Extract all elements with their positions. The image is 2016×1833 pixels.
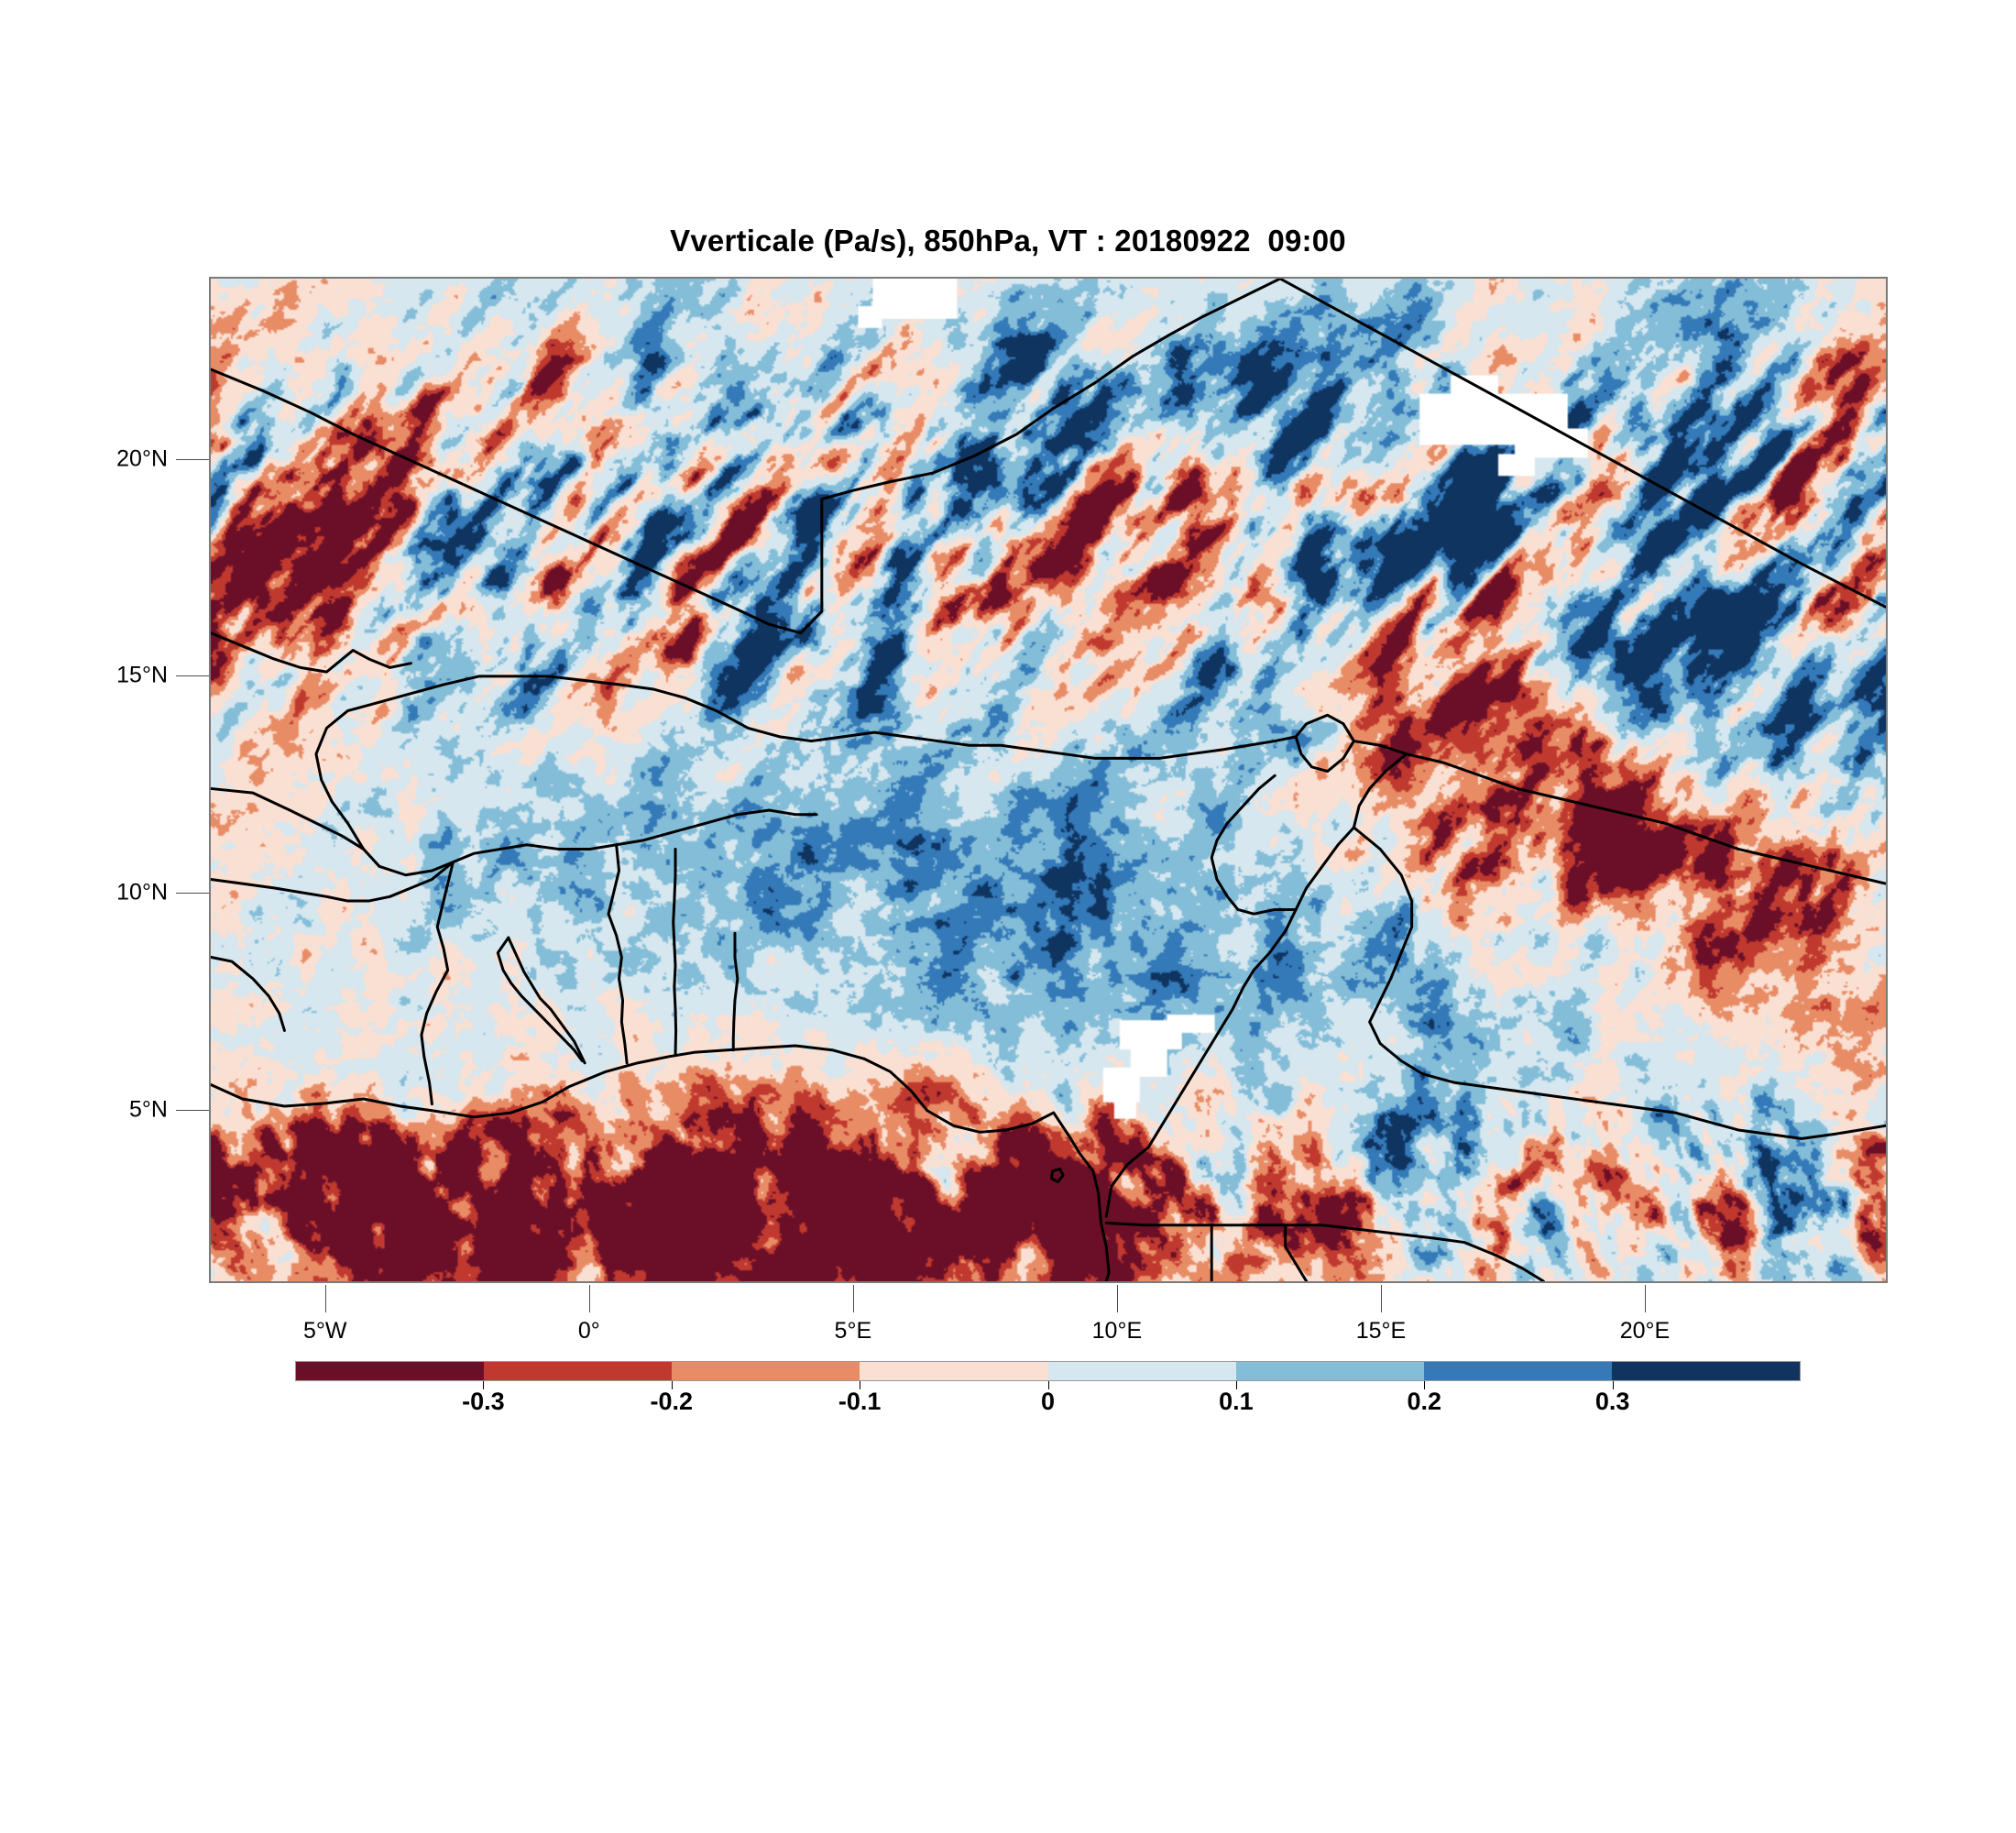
colorbar-tick-label: -0.3 <box>462 1388 505 1415</box>
colorbar-tick <box>1047 1381 1049 1389</box>
border-line <box>211 368 824 635</box>
longitude-tick <box>1380 1285 1382 1312</box>
country-borders-overlay <box>211 279 1886 1281</box>
border-line <box>1294 713 1355 774</box>
colorbar-tick <box>483 1381 485 1389</box>
border-line <box>1104 1221 1213 1227</box>
colorbar-tick-label: 0.3 <box>1594 1388 1630 1415</box>
border-line <box>211 786 818 877</box>
latitude-tick-label: 10°N <box>116 879 168 906</box>
longitude-tick-label: 0° <box>577 1318 600 1344</box>
border-line <box>1278 279 1886 609</box>
colorbar-segment--0.2--0.1 <box>672 1362 860 1380</box>
longitude-tick <box>852 1285 854 1312</box>
colorbar-segment-0-0.1 <box>1047 1362 1236 1380</box>
longitude-tick <box>324 1285 326 1312</box>
colorbar-segment-above-0.3 <box>1611 1362 1800 1380</box>
colorbar-segment--0.3--0.2 <box>484 1362 673 1380</box>
border-line <box>746 726 1298 760</box>
border-line <box>1104 740 1408 1218</box>
longitude-tick-label: 20°E <box>1619 1318 1671 1344</box>
border-line <box>1284 1224 1309 1281</box>
longitude-tick <box>588 1285 590 1312</box>
colorbar-tick-label: 0.2 <box>1407 1388 1442 1415</box>
border-line <box>211 631 412 674</box>
latitude-tick <box>176 1109 209 1111</box>
colorbar-tick-label: -0.1 <box>838 1388 882 1415</box>
latitude-tick-label: 15°N <box>116 662 168 688</box>
longitude-tick-label: 5°W <box>302 1318 347 1344</box>
latitude-tick <box>176 675 209 677</box>
colorbar-tick-label: -0.2 <box>650 1388 694 1415</box>
border-line <box>211 955 286 1032</box>
border-line <box>211 1044 1111 1281</box>
border-line <box>211 861 455 903</box>
colorbar-segment-0.1-0.2 <box>1235 1362 1424 1380</box>
border-line <box>1049 1167 1065 1184</box>
border-line <box>672 847 678 1056</box>
longitude-tick <box>1644 1285 1646 1312</box>
longitude-tick-label: 5°E <box>834 1318 872 1344</box>
border-line <box>314 675 750 851</box>
border-line <box>496 936 584 1062</box>
colorbar-tick <box>1235 1381 1237 1389</box>
latitude-tick <box>176 458 209 460</box>
longitude-tick-label: 10°E <box>1091 1318 1143 1344</box>
border-line <box>1352 826 1886 1140</box>
latitude-tick-label: 5°N <box>129 1096 168 1123</box>
latitude-tick-label: 20°N <box>116 445 168 472</box>
border-line <box>820 279 1282 500</box>
border-line <box>507 936 586 1065</box>
border-line <box>1210 774 1298 916</box>
longitude-tick-label: 15°E <box>1355 1318 1407 1344</box>
map-plot-area[interactable] <box>209 277 1888 1283</box>
latitude-tick <box>176 893 209 895</box>
colorbar-tick-label: 0.1 <box>1219 1388 1254 1415</box>
border-line <box>1405 752 1886 885</box>
border-line <box>731 931 740 1052</box>
border-line <box>607 843 629 1065</box>
page-title: Vverticale (Pa/s), 850hPa, VT : 20180922… <box>670 224 1346 258</box>
border-line <box>1210 1224 1545 1281</box>
colorbar-segment--0.1-0 <box>860 1362 1048 1380</box>
colorbar-tick <box>1424 1381 1426 1389</box>
colorbar-tick <box>671 1381 673 1389</box>
colorbar-tick-label: 0 <box>1040 1388 1056 1415</box>
border-line <box>420 861 455 1106</box>
longitude-tick <box>1116 1285 1118 1312</box>
colorbar-tick <box>1612 1381 1614 1389</box>
colorbar[interactable] <box>295 1361 1801 1381</box>
colorbar-segment-below--0.3 <box>296 1362 485 1380</box>
colorbar-segment-0.2-0.3 <box>1423 1362 1612 1380</box>
